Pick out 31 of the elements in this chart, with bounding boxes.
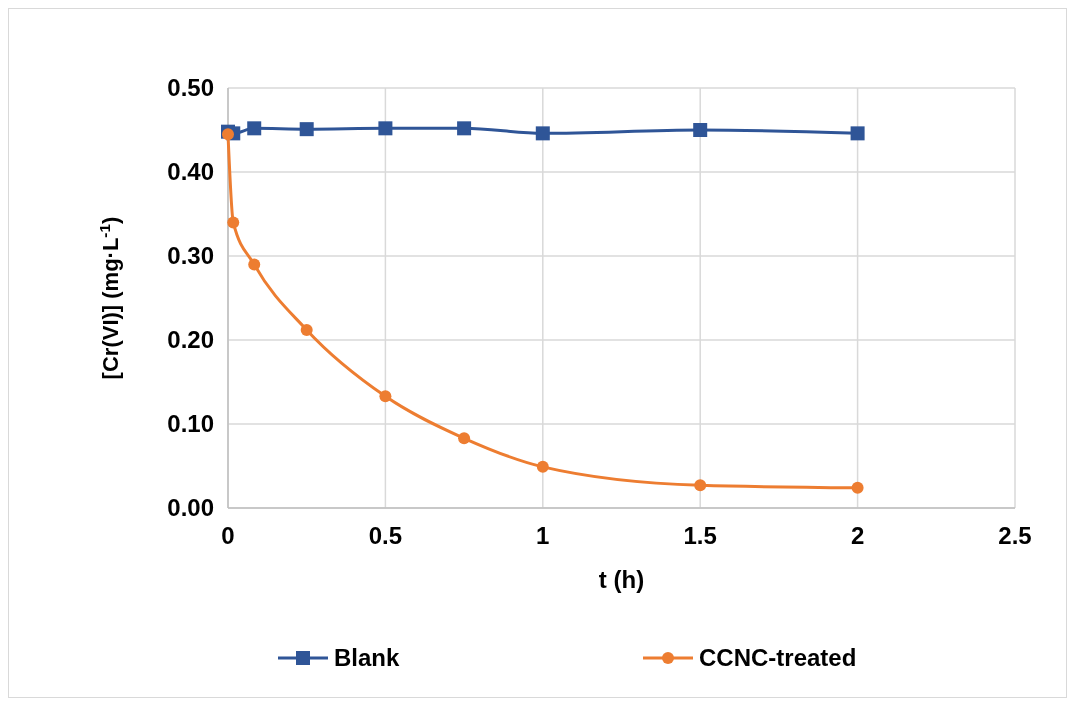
legend-label: Blank <box>334 644 401 672</box>
point <box>693 123 708 137</box>
x-tick-label: 1.5 <box>683 522 717 549</box>
y-tick-label: 0.10 <box>167 410 214 438</box>
point <box>247 121 262 136</box>
point <box>536 460 549 473</box>
point <box>300 323 313 336</box>
x-tick-label: 1 <box>536 522 550 549</box>
y-tick-label: 0.20 <box>167 326 214 354</box>
point <box>227 216 240 229</box>
point <box>458 432 471 445</box>
point <box>535 126 550 141</box>
point <box>222 128 234 141</box>
point <box>299 122 314 137</box>
point <box>694 479 707 492</box>
y-tick-label: 0.00 <box>167 494 214 522</box>
y-tick-label: 0.50 <box>167 74 214 102</box>
x-tick-label: 0.5 <box>368 522 403 549</box>
y-tick-label: 0.40 <box>167 158 214 186</box>
point <box>248 258 261 271</box>
x-tick-label: 0 <box>221 522 235 549</box>
point <box>850 126 865 141</box>
legend-label: CCNC-treated <box>699 644 857 672</box>
x-axis-title: t (h) <box>598 566 645 593</box>
point <box>457 121 472 136</box>
y-tick-label: 0.30 <box>167 242 214 270</box>
point <box>851 481 864 494</box>
x-tick-label: 2.5 <box>998 522 1032 549</box>
point <box>379 390 392 403</box>
point <box>378 121 393 136</box>
x-tick-label: 2 <box>850 522 865 549</box>
